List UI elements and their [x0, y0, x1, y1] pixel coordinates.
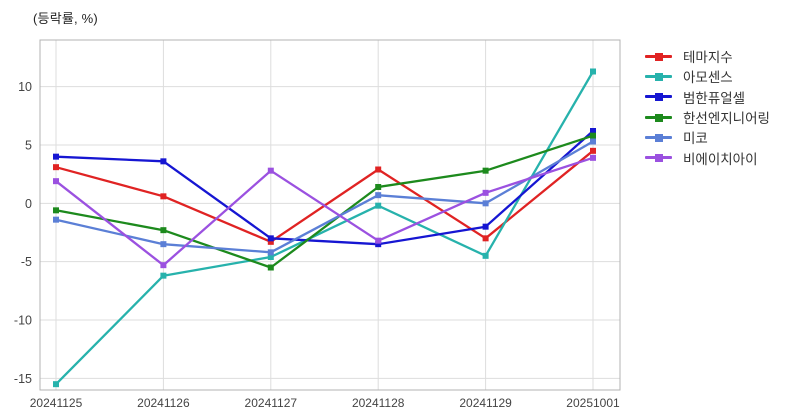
- data-point-marker: [590, 68, 596, 75]
- y-axis-tick-label: 5: [25, 139, 32, 153]
- chart-series: [53, 154, 596, 269]
- chart-series: [53, 138, 596, 256]
- data-point-marker: [482, 252, 489, 259]
- legend-line-square-icon: [645, 72, 672, 81]
- data-point-marker: [53, 207, 59, 214]
- series-line: [54, 134, 595, 269]
- chart-series: [53, 68, 596, 388]
- chart-title: (등락률, %): [33, 11, 98, 26]
- legend-line-square-icon: [645, 92, 672, 102]
- y-axis-tick-label: 10: [18, 80, 32, 94]
- legend-item: 한선엔지니어링: [645, 107, 770, 127]
- data-point-marker: [590, 132, 596, 139]
- data-point-marker: [160, 193, 167, 200]
- legend-square: [655, 113, 663, 122]
- series-line: [54, 140, 595, 254]
- legend-line-square-icon: [645, 133, 672, 142]
- data-point-marker: [375, 184, 382, 190]
- data-point-marker: [53, 216, 59, 223]
- x-axis-tick-label: 20241128: [352, 396, 405, 410]
- plot-frame: [39, 39, 621, 391]
- data-point-marker: [482, 200, 489, 207]
- data-point-marker: [160, 262, 167, 269]
- data-point-marker: [160, 227, 167, 234]
- chart-series: [53, 128, 596, 248]
- legend-label: 한선엔지니어링: [683, 111, 770, 127]
- data-point-marker: [267, 249, 274, 256]
- data-point-marker: [482, 223, 489, 230]
- data-point-marker: [375, 237, 382, 244]
- legend-square: [655, 133, 663, 142]
- data-point-marker: [160, 158, 167, 165]
- legend-square: [655, 93, 663, 102]
- data-point-marker: [375, 202, 382, 209]
- legend-item: 비에이치아이: [645, 147, 770, 167]
- legend-label: 범한퓨얼셀: [683, 90, 746, 106]
- data-point-marker: [160, 241, 167, 248]
- data-point-marker: [482, 167, 489, 174]
- y-axis-tick-label: -15: [14, 372, 32, 386]
- data-point-marker: [482, 235, 489, 242]
- data-point-marker: [53, 164, 59, 171]
- x-axis-tick-label: 20251001: [566, 396, 620, 410]
- data-point-marker: [590, 147, 596, 154]
- legend-label: 미코: [683, 131, 708, 147]
- legend-square: [655, 154, 663, 163]
- data-point-marker: [375, 192, 382, 199]
- data-point-marker: [267, 264, 274, 271]
- data-point-marker: [375, 166, 382, 173]
- data-point-marker: [267, 235, 274, 242]
- data-point-marker: [267, 254, 274, 260]
- y-axis-tick-label: 0: [25, 197, 32, 211]
- series-line: [54, 129, 595, 246]
- legend-label: 아모센스: [683, 70, 733, 86]
- legend-square: [655, 72, 663, 81]
- data-point-marker: [590, 138, 596, 145]
- data-point-marker: [590, 154, 596, 161]
- x-axis-tick-label: 20241129: [459, 396, 512, 410]
- chart-series: [53, 132, 596, 271]
- x-axis-tick-label: 20241127: [245, 396, 298, 410]
- legend-item: 아모센스: [645, 66, 770, 86]
- legend-label: 테마지수: [683, 50, 733, 66]
- data-point-marker: [482, 189, 489, 196]
- legend-line-square-icon: [645, 153, 672, 163]
- legend-item: 범한퓨얼셀: [645, 87, 770, 107]
- y-axis-tick-label: -5: [21, 255, 32, 269]
- legend-item: 테마지수: [645, 46, 770, 66]
- x-axis-tick-label: 20241125: [30, 396, 83, 410]
- data-point-marker: [267, 238, 274, 245]
- legend-line-square-icon: [645, 52, 672, 61]
- legend-item: 미코: [645, 127, 770, 147]
- data-point-marker: [375, 241, 382, 248]
- series-line: [54, 156, 595, 267]
- series-line: [54, 70, 595, 386]
- x-axis-tick-label: 20241126: [137, 396, 190, 410]
- legend-label: 비에이치아이: [683, 151, 758, 167]
- data-point-marker: [53, 381, 59, 388]
- data-point-marker: [53, 178, 59, 185]
- y-axis-tick-label: -10: [14, 314, 32, 328]
- data-point-marker: [160, 272, 167, 279]
- legend-square: [655, 52, 663, 61]
- legend-line-square-icon: [645, 113, 672, 122]
- data-point-marker: [267, 167, 274, 174]
- data-point-marker: [53, 153, 59, 160]
- data-point-marker: [590, 128, 596, 134]
